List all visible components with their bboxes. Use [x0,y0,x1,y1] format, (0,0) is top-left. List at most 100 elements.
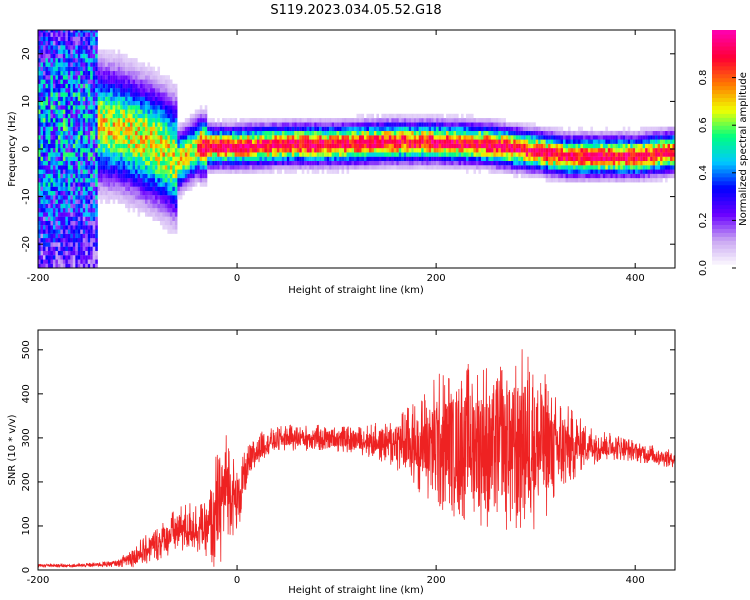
spectrogram-cell [647,148,651,153]
spectrogram-cell [82,40,86,46]
spectrogram-cell [470,122,474,127]
spectrogram-cell [77,49,81,54]
spectrogram-cell [72,53,76,59]
spectrogram-cell [652,173,656,179]
spectrogram-cell [212,169,215,174]
spectrogram-cell [426,148,429,153]
spectrogram-cell [192,143,195,149]
spectrogram-cell [125,83,128,89]
spectrogram-cell [72,70,76,76]
spectrogram-cell [356,156,360,162]
spectrogram-cell [274,135,277,140]
spectrogram-cell [85,105,88,110]
spectrogram-cell [371,122,375,127]
spectrogram-cell [331,139,335,144]
spectrogram-cell [169,79,173,84]
spectrogram-cell [75,58,78,63]
spectrogram-cell [645,156,648,162]
spectrogram-cell [234,143,238,149]
spectrogram-cell [640,178,643,183]
spectrogram-cell [232,169,235,174]
spectrogram-cell [289,122,292,127]
spectrogram-cell [127,182,131,187]
spectrogram-cell [45,49,49,54]
spectrogram-cell [403,122,407,127]
spectrogram-cell [62,118,66,123]
spectrogram-cell [110,75,113,80]
spectrogram-cell [38,105,41,110]
spectrogram-cell [72,220,76,226]
spectrogram-cell [587,152,591,157]
spectrogram-cell [266,156,270,162]
spectrogram-cell [57,208,61,213]
spectrogram-cell [47,160,51,166]
spectrogram-cell [105,113,108,119]
spectrogram-cell [102,143,106,149]
spectrogram-cell [130,186,133,192]
spectrogram-cell [77,88,81,93]
spectrogram-cell [169,156,173,162]
spectrogram-image [38,30,675,268]
spectrogram-cell [655,152,658,157]
spectrogram-cell [115,92,118,97]
spectrogram-cell [274,130,277,136]
spectrogram-cell [510,156,514,162]
spectrogram-cell [301,118,305,123]
spectrogram-cell [331,135,335,140]
spectrogram-cell [102,96,106,102]
spectrogram-cell [147,126,151,132]
spectrogram-cell [485,126,489,132]
spectrogram-cell [144,195,148,200]
spectrogram-cell [470,130,474,136]
spectrogram-cell [152,148,156,153]
spectrogram-cell [92,83,96,89]
spectrogram-cell [80,238,83,243]
spectrogram-cell [45,199,49,204]
spectrogram-cell [227,130,230,136]
spectrogram-cell [50,246,54,251]
spectrogram-cell [550,165,554,170]
spectrogram-cell [254,148,258,153]
spectrogram-cell [475,130,479,136]
spectrogram-cell [127,126,131,132]
spectrogram-cell [212,135,215,140]
spectrogram-cell [95,216,98,221]
spectrogram-cell [346,160,350,166]
spectrogram-cell [595,160,598,166]
spectrogram-cell [336,165,340,170]
spectrogram-cell [127,139,131,144]
spectrogram-cell [102,152,106,157]
spectrogram-cell [162,173,166,179]
spectrogram-cell [565,173,569,179]
spectrogram-cell [40,199,44,204]
spectrogram-cell [82,165,86,170]
spectrogram-cell [67,83,71,89]
spectrogram-cell [169,96,173,102]
spectrogram-cell [47,220,51,226]
spectrogram-cell [127,165,131,170]
spectrogram-cell [513,156,516,162]
spectrogram-cell [426,152,429,157]
spectrogram-cell [515,143,519,149]
spectrogram-cell [65,160,68,166]
spectrogram-cell [652,169,656,174]
spectrogram-cell [286,165,290,170]
spectrogram-cell [115,70,118,76]
spectrogram-cell [45,186,49,192]
spectrogram-cell [47,139,51,144]
spectrogram-cell [324,122,327,127]
spectrogram-cell [40,92,44,97]
spectrogram-cell [276,160,280,166]
spectrogram-cell [655,126,658,132]
spectrogram-cell [75,238,78,243]
spectrogram-cell [154,113,158,119]
spectrogram-cell [393,165,397,170]
spectrogram-cell [77,143,81,149]
spectrogram-cell [433,156,437,162]
spectrogram-cell [38,263,41,268]
spectrogram-cell [508,160,511,166]
spectrogram-cell [520,165,524,170]
spectrogram-cell [433,160,437,166]
spectrogram-cell [518,165,521,170]
spectrogram-cell [563,169,566,174]
